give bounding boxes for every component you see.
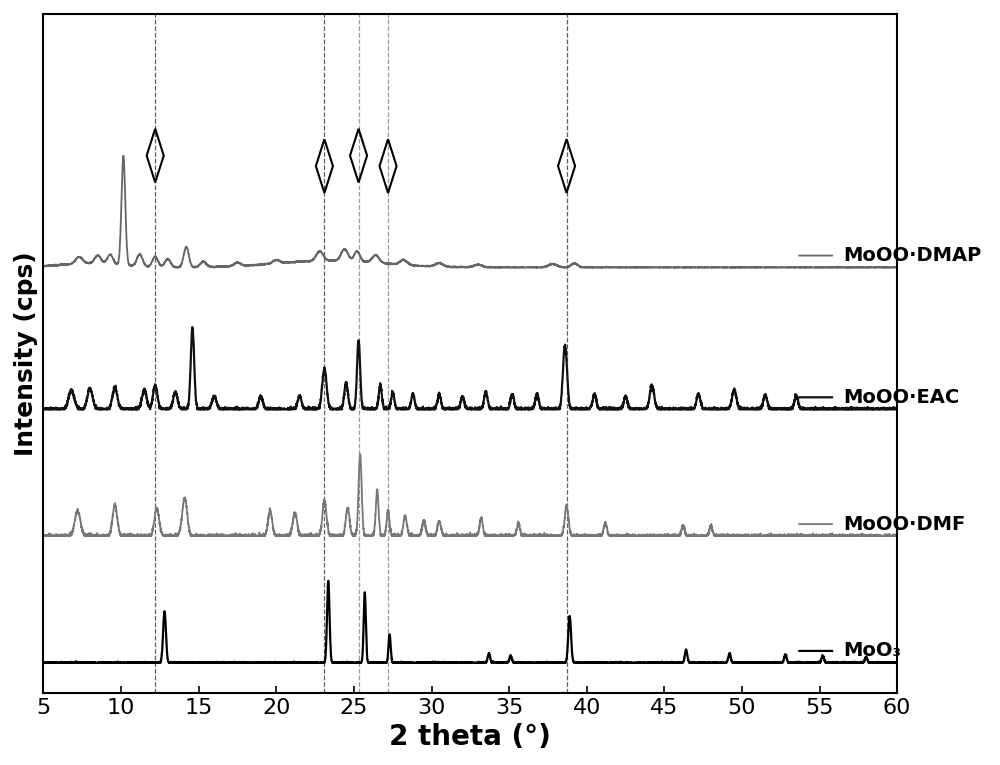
Text: MoO₃: MoO₃ bbox=[843, 641, 901, 660]
Text: MoOO·DMAP: MoOO·DMAP bbox=[843, 246, 981, 265]
Text: MoOO·DMF: MoOO·DMF bbox=[843, 515, 965, 534]
Text: MoOO·EAC: MoOO·EAC bbox=[843, 388, 959, 407]
Y-axis label: Intensity (cps): Intensity (cps) bbox=[14, 251, 38, 456]
X-axis label: 2 theta (°): 2 theta (°) bbox=[389, 723, 551, 751]
